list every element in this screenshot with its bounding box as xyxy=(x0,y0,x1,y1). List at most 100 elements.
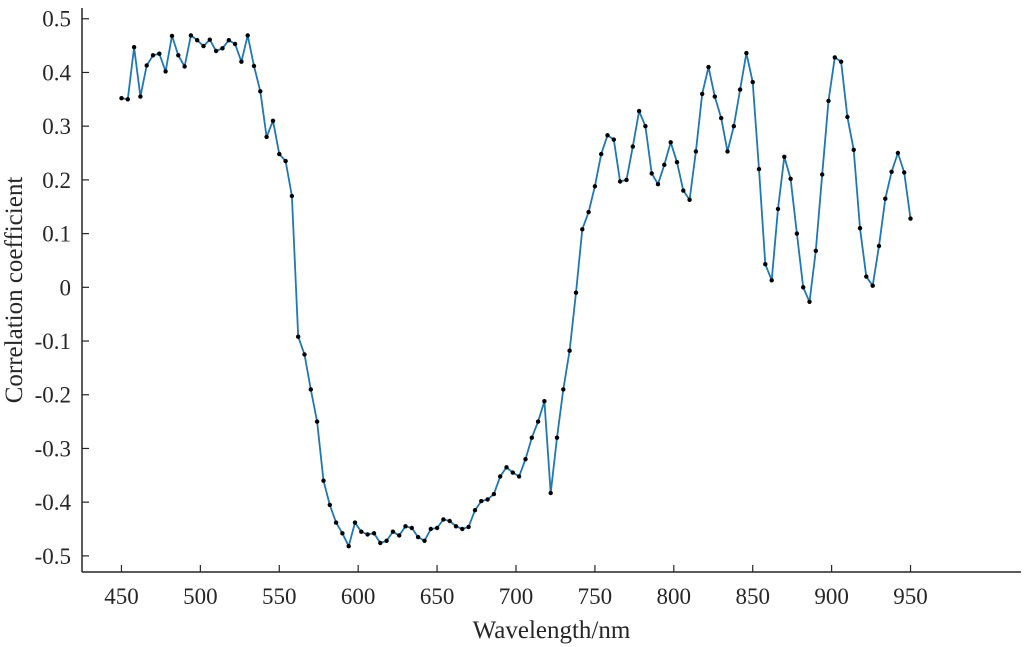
data-point xyxy=(876,243,882,249)
data-point xyxy=(580,227,585,232)
data-point xyxy=(371,531,377,536)
data-point xyxy=(838,59,844,64)
data-point xyxy=(712,94,717,99)
data-point xyxy=(599,151,604,157)
data-point xyxy=(131,45,137,50)
data-point xyxy=(138,94,143,99)
y-tick-label: -0.2 xyxy=(35,383,71,408)
y-tick-label: 0.1 xyxy=(42,222,71,247)
x-tick-label: 850 xyxy=(735,584,770,609)
data-point xyxy=(302,352,307,357)
data-point xyxy=(321,478,326,483)
data-point xyxy=(693,149,699,154)
x-tick-label: 650 xyxy=(420,584,455,609)
data-point xyxy=(277,151,282,157)
data-point xyxy=(479,498,484,504)
y-axis-ticks: -0.5 -0.4 -0.3 -0.2 -0.1 0 0.1 0.2 0.3 0.4 0.5 xyxy=(35,7,89,569)
data-point xyxy=(397,533,402,538)
data-point xyxy=(655,182,661,187)
x-tick-label: 450 xyxy=(104,584,139,609)
data-point xyxy=(296,334,301,339)
data-point xyxy=(624,177,629,183)
data-point xyxy=(674,160,680,165)
data-point xyxy=(270,118,276,124)
data-point xyxy=(289,193,295,199)
x-tick-label: 700 xyxy=(499,584,534,609)
data-point xyxy=(864,274,869,279)
data-point xyxy=(346,544,351,549)
data-point xyxy=(820,172,825,177)
data-point xyxy=(763,262,768,267)
data-point xyxy=(636,108,642,114)
data-point xyxy=(472,508,478,513)
y-axis-label: Correlation coefficient xyxy=(1,177,28,404)
data-point xyxy=(548,490,553,496)
data-point xyxy=(150,53,156,58)
data-point xyxy=(125,97,130,102)
y-tick-label: -0.5 xyxy=(35,544,71,569)
data-point xyxy=(176,53,181,58)
data-point xyxy=(775,206,781,212)
data-point xyxy=(163,69,168,74)
data-point xyxy=(516,474,522,479)
data-point xyxy=(144,63,149,68)
data-point xyxy=(359,529,364,534)
data-point xyxy=(365,532,370,537)
series-line xyxy=(121,34,912,548)
data-point xyxy=(491,491,497,497)
data-point xyxy=(195,38,200,43)
data-point xyxy=(390,529,396,534)
data-point xyxy=(889,169,894,174)
data-point xyxy=(807,299,812,304)
data-point xyxy=(617,179,623,184)
data-point xyxy=(119,96,124,101)
data-point xyxy=(826,98,831,104)
data-point xyxy=(542,399,547,404)
data-point xyxy=(529,435,534,440)
data-point xyxy=(327,502,332,508)
data-point xyxy=(258,89,263,94)
data-point xyxy=(567,348,572,353)
data-point xyxy=(573,290,579,295)
data-point xyxy=(504,465,509,470)
data-point xyxy=(643,124,648,129)
data-point xyxy=(851,147,856,152)
data-point xyxy=(750,79,755,85)
data-point xyxy=(220,46,225,51)
data-point xyxy=(630,144,635,149)
y-tick-label: 0 xyxy=(60,275,72,300)
data-point xyxy=(460,526,465,532)
data-point xyxy=(403,524,408,529)
data-point xyxy=(409,525,414,531)
x-tick-label: 600 xyxy=(341,584,376,609)
data-point xyxy=(719,115,724,121)
x-tick-label: 500 xyxy=(183,584,218,609)
plot-area xyxy=(119,33,913,549)
y-tick-label: 0.3 xyxy=(42,114,71,139)
data-point xyxy=(466,524,471,530)
x-tick-label: 750 xyxy=(578,584,613,609)
data-point xyxy=(157,51,162,56)
data-point xyxy=(201,43,206,49)
x-tick-label: 550 xyxy=(262,584,297,609)
data-point xyxy=(731,124,736,129)
data-point xyxy=(498,474,503,479)
data-point xyxy=(687,197,692,202)
data-point xyxy=(870,283,875,288)
data-point xyxy=(794,231,800,236)
data-point xyxy=(801,285,806,290)
data-point xyxy=(561,387,566,392)
data-point xyxy=(188,33,194,38)
data-point xyxy=(895,150,901,156)
data-point xyxy=(605,133,610,138)
data-point xyxy=(700,91,705,97)
data-point xyxy=(384,538,389,543)
data-point xyxy=(725,149,730,154)
data-point xyxy=(441,517,446,522)
y-tick-label: 0.4 xyxy=(42,60,71,85)
data-point xyxy=(245,33,250,38)
data-point xyxy=(422,538,427,543)
data-point xyxy=(845,114,850,120)
data-point xyxy=(592,184,598,189)
